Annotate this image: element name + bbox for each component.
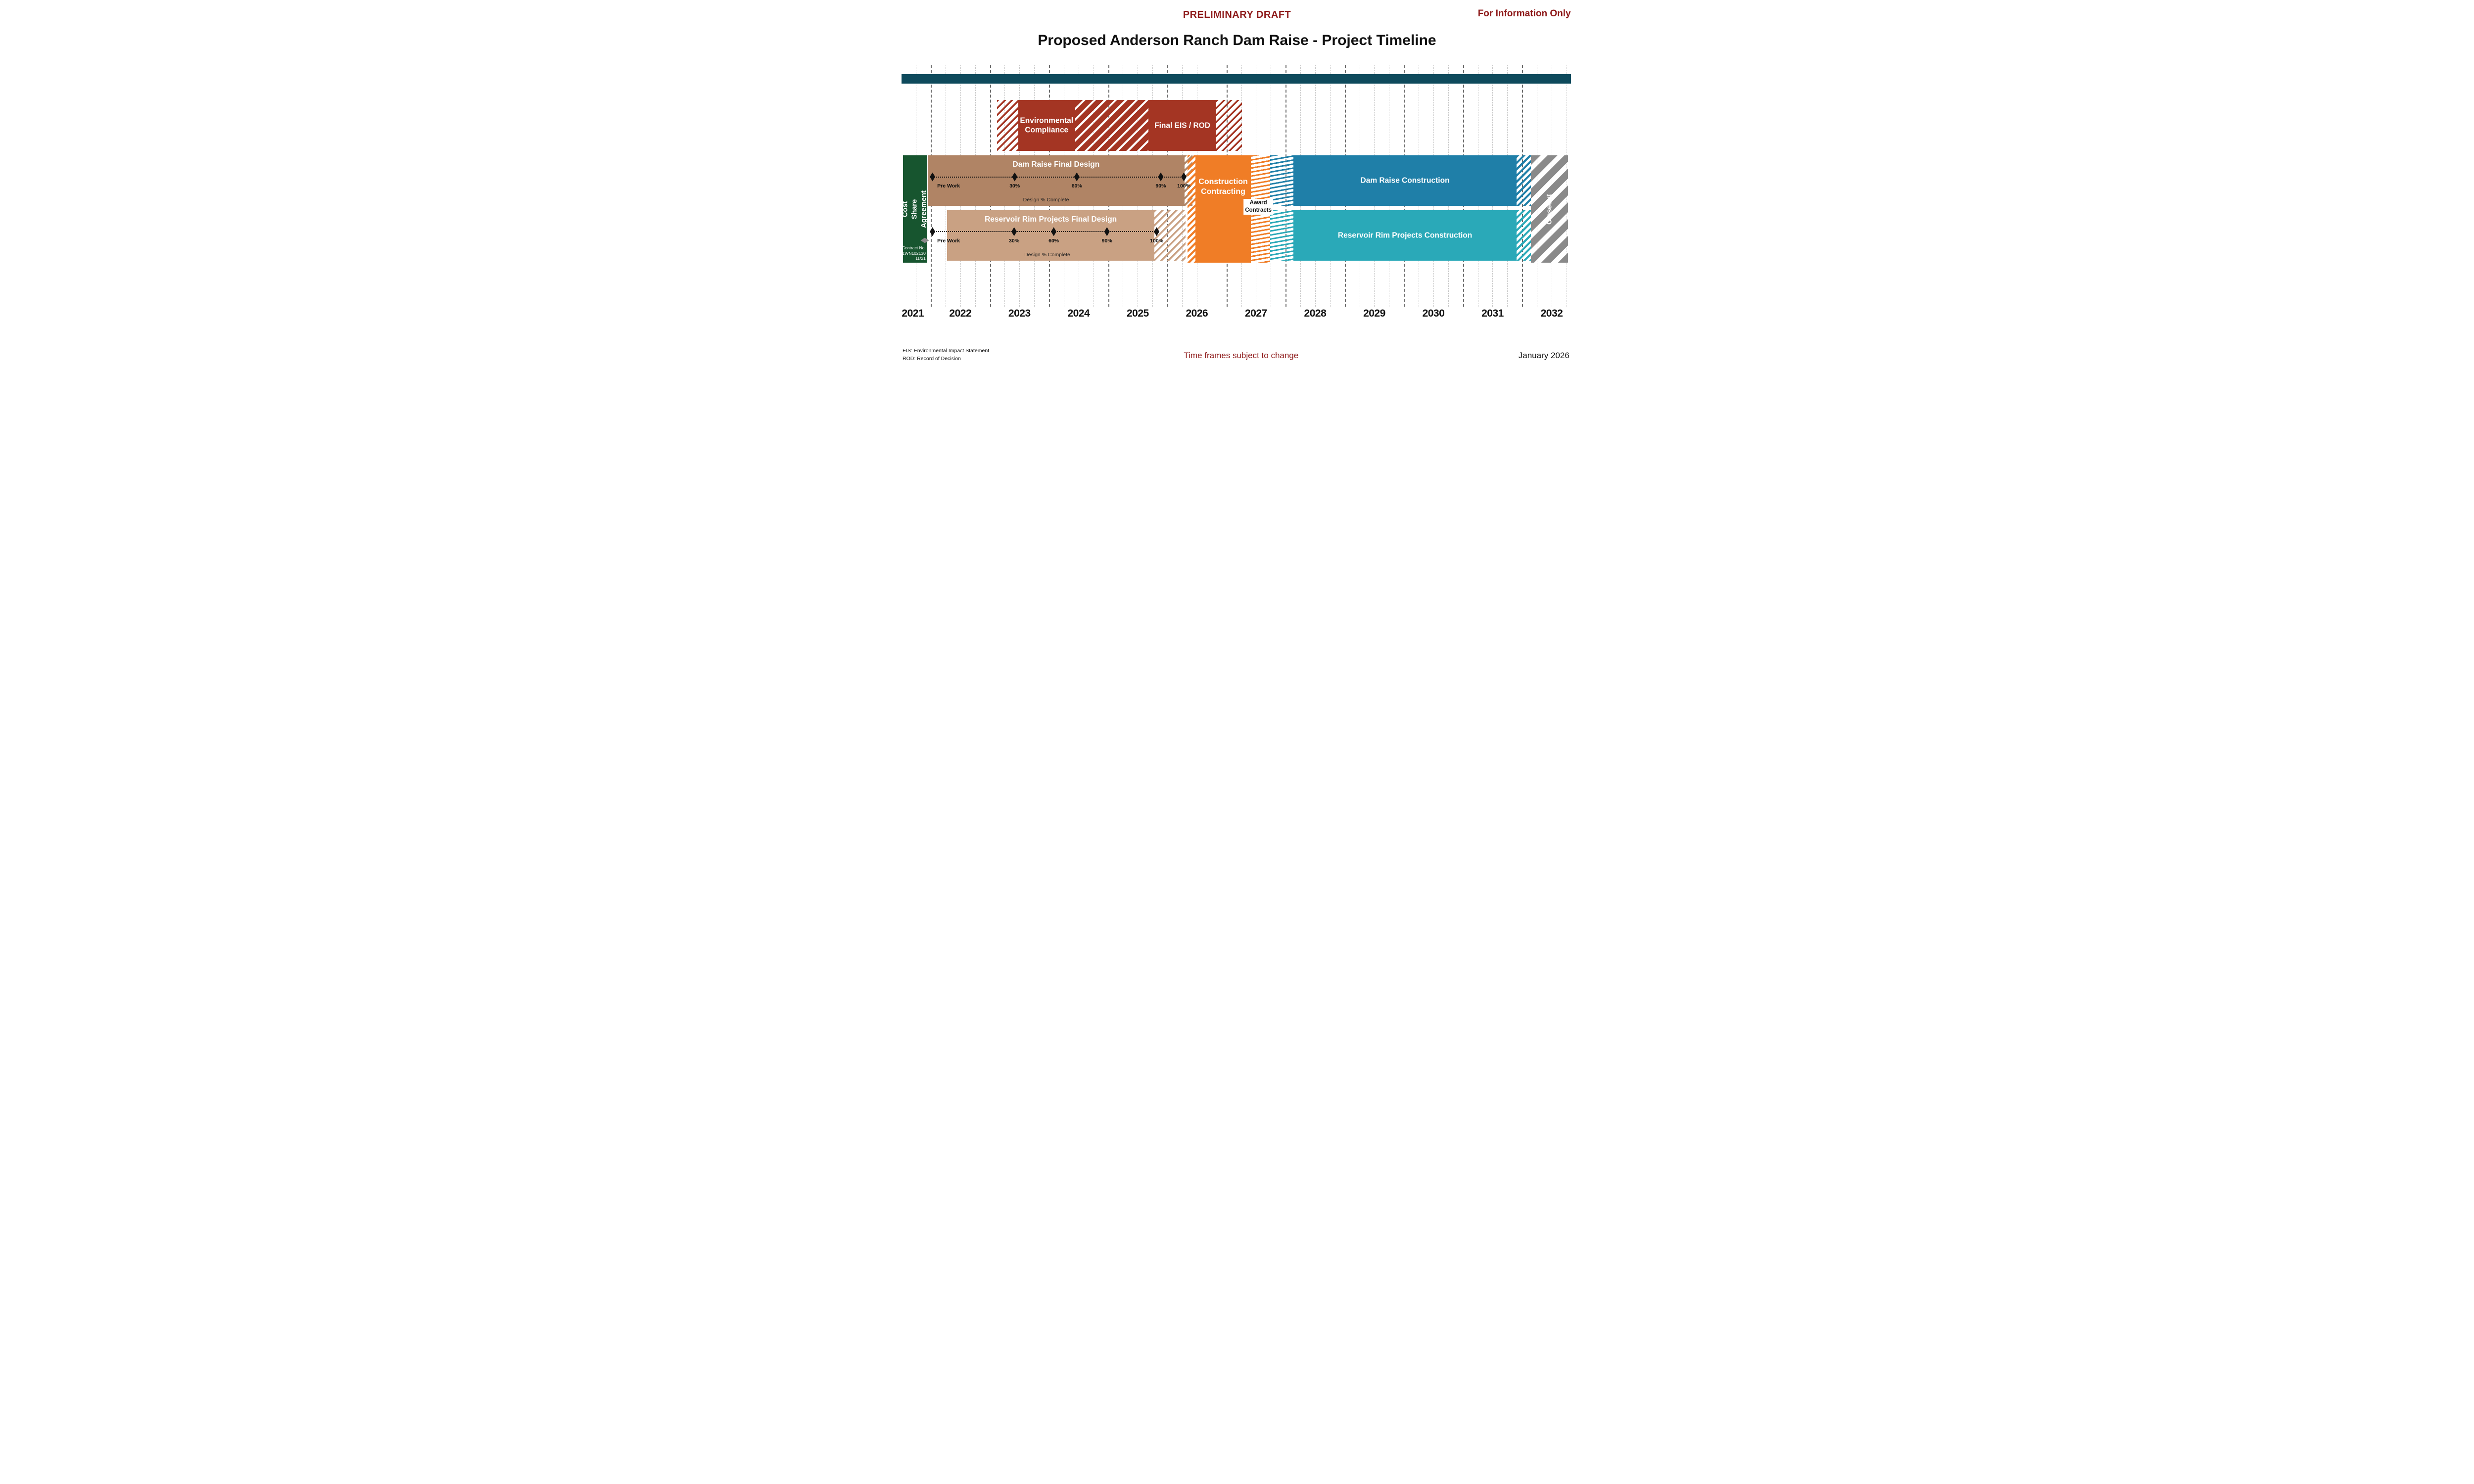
axis-year-2028: 2028 [1304,307,1327,319]
dam-raise-construction-solid-segment: Dam Raise Construction [1293,155,1517,206]
reservoir-rim-final-design-design-percent-caption: Design % Complete [1024,252,1070,258]
closeout-hatch_wide-segment: Closeout [1531,155,1569,263]
construction-contracting-label: Construction Contracting [1198,177,1248,196]
dam-raise-final-design-milestone-connector [932,176,1184,178]
abbreviation-notes: EIS: Environmental Impact Statement ROD:… [903,348,990,362]
dam-raise-final-design-title: Dam Raise Final Design [1012,160,1100,169]
reservoir-rim-final-design-solid-segment: Reservoir Rim Projects Final Design [947,210,1154,261]
cost-share-agreement-solid-segment: Cost Share Agreement Contract No. 21WN102… [900,155,928,263]
axis-year-2031: 2031 [1481,307,1504,319]
dam-raise-final-design-milestone-diamond [1158,172,1164,182]
cost-share-agreement-contract-note: Contract No. 21WN102130 11/21 [900,245,926,261]
dam-raise-final-design-design-percent-caption: Design % Complete [1023,196,1069,203]
axis-year-2025: 2025 [1126,307,1149,319]
axis-year-2022: 2022 [949,307,972,319]
reservoir-rim-final-design-milestone-label: 100% [1150,238,1164,244]
cost-share-agreement-vertical-label: Cost Share Agreement [902,190,928,228]
reservoir-rim-construction-solid-segment: Reservoir Rim Projects Construction [1293,210,1517,261]
gantt-chart-area: Environmental Compliance Final EIS / ROD C… [894,0,1580,371]
reservoir-rim-final-design-milestone-diamond [1104,227,1110,236]
environmental-compliance-hatch_thin-segment [1216,99,1242,151]
dam-raise-final-design-milestone-label: 60% [1071,183,1082,189]
dam-raise-final-design-milestone-diamond [1074,172,1080,182]
project-timeline-infographic: PRELIMINARY DRAFT For Information Only P… [894,0,1580,371]
disclaimer-text: Time frames subject to change [1184,351,1299,360]
construction-contracting-solid-segment: Construction Contracting [1195,155,1251,263]
dam-raise-final-design-solid-segment: Dam Raise Final Design [928,155,1185,206]
axis-year-2024: 2024 [1067,307,1090,319]
dam-raise-final-design-milestone-label: Pre Work [937,183,960,189]
preliminary-draft-label: PRELIMINARY DRAFT [1183,9,1291,21]
reservoir-rim-final-design-milestone-label: 60% [1048,238,1059,244]
dam-raise-final-design-milestone-diamond [930,172,936,182]
reservoir-rim-final-design-title: Reservoir Rim Projects Final Design [985,215,1117,224]
environmental-compliance-hatch_thick-segment [1075,99,1148,151]
environmental-compliance-label: Environmental Compliance [1020,116,1074,135]
dam-raise-construction-hatch_shallow-segment [1270,155,1293,206]
axis-year-2030: 2030 [1422,307,1445,319]
environmental-compliance-hatch_thin-segment [997,99,1018,151]
axis-year-2023: 2023 [1008,307,1031,319]
dam-raise-construction-label: Dam Raise Construction [1360,176,1450,185]
for-information-only-label: For Information Only [1477,8,1571,19]
reservoir-rim-final-design-milestone-diamond [930,227,936,236]
reservoir-rim-final-design-milestone-diamond [1051,227,1057,236]
dam-raise-final-design-milestone-label: 90% [1155,183,1166,189]
axis-year-2032: 2032 [1540,307,1563,319]
reservoir-rim-final-design-milestone-connector [932,231,1157,232]
reservoir-rim-final-design-milestone-diamond [1154,227,1160,236]
date-stamp: January 2026 [1518,351,1570,360]
reservoir-rim-final-design-milestone-diamond [1011,227,1017,236]
reservoir-rim-final-design-milestone-label: 90% [1101,238,1112,244]
cost-share-agreement-date-marker-diamond [920,237,929,243]
dam-raise-final-design-milestone-diamond [1012,172,1018,182]
page-title: Proposed Anderson Ranch Dam Raise - Proj… [1038,32,1436,48]
award-contracts-annotation: Award Contracts [1243,199,1273,215]
environmental-compliance-label: Final EIS / ROD [1154,121,1210,130]
reservoir-rim-final-design-milestone-label: 30% [1009,238,1020,244]
closeout-vertical-label: Closeout [1545,193,1554,225]
dam-raise-final-design-milestone-label: 30% [1009,183,1020,189]
axis-year-2021: 2021 [902,307,924,319]
reservoir-rim-final-design-milestone-label: Pre Work [937,238,960,244]
dam-raise-final-design-milestone-diamond [1181,172,1187,182]
environmental-compliance-solid-segment: Environmental Compliance [1018,99,1075,151]
axis-year-2026: 2026 [1186,307,1208,319]
axis-year-2027: 2027 [1245,307,1267,319]
reservoir-rim-construction-hatch_steep-segment [1517,210,1531,261]
dam-raise-final-design-milestone-label: 100% [1177,183,1190,189]
axis-year-2029: 2029 [1363,307,1385,319]
environmental-compliance-solid-segment: Final EIS / ROD [1148,99,1217,151]
reservoir-rim-construction-label: Reservoir Rim Projects Construction [1337,231,1473,240]
construction-contracting-hatch_steep-segment [1187,155,1196,263]
dam-raise-construction-hatch_steep-segment [1517,155,1531,206]
overall-timeline-solid-segment [902,74,1571,84]
reservoir-rim-final-design-hatch_thin-segment [1154,210,1186,261]
reservoir-rim-construction-hatch_shallow-segment [1270,210,1293,261]
